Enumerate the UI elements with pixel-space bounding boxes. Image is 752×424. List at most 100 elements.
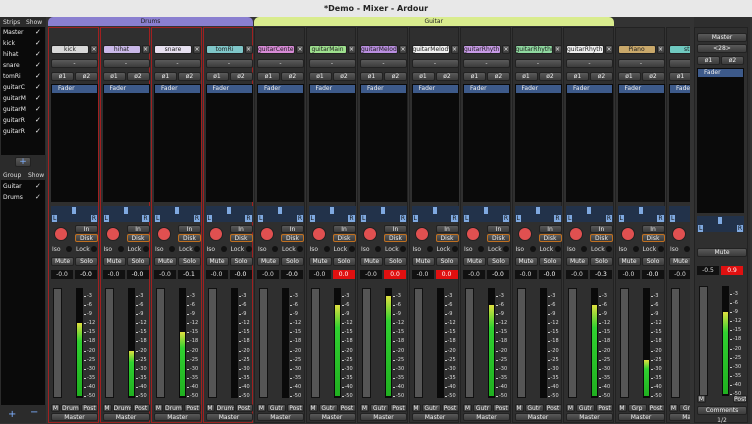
- input-button[interactable]: -: [514, 59, 562, 68]
- phase-button[interactable]: ø1: [566, 72, 589, 81]
- output-button[interactable]: Master: [360, 413, 407, 421]
- close-button[interactable]: ×: [141, 45, 150, 54]
- lock-led[interactable]: [554, 246, 561, 252]
- strip-name[interactable]: kick: [51, 45, 89, 54]
- meter-point-button[interactable]: Post: [132, 404, 150, 412]
- iso-led[interactable]: [117, 246, 124, 252]
- strip-list-item[interactable]: guitarC: [3, 84, 25, 91]
- meter-point-button[interactable]: Post: [184, 404, 201, 412]
- gain-entry[interactable]: -0.0: [669, 270, 690, 279]
- strip-name[interactable]: guitarRhythmRight: [566, 45, 604, 54]
- phase-button[interactable]: ø2: [721, 56, 744, 65]
- group-list-item[interactable]: Drums: [3, 194, 23, 201]
- strip-list-item[interactable]: hihat: [3, 51, 19, 58]
- input-button[interactable]: -: [154, 59, 201, 68]
- show-checkbox[interactable]: ✓: [35, 193, 41, 201]
- peak-display[interactable]: 0.0: [435, 270, 458, 279]
- monitor-in-button[interactable]: In: [435, 225, 459, 233]
- gain-entry[interactable]: -0.0: [514, 270, 537, 279]
- strip-list-item[interactable]: snare: [3, 62, 20, 69]
- meter-point-button[interactable]: Post: [441, 404, 459, 412]
- record-button[interactable]: [672, 227, 686, 241]
- monitor-in-button[interactable]: In: [487, 225, 510, 233]
- close-button[interactable]: ×: [347, 45, 356, 54]
- input-button[interactable]: -: [617, 59, 665, 68]
- lock-led[interactable]: [503, 246, 509, 252]
- group-button[interactable]: Gutr: [524, 404, 544, 412]
- monitor-in-button[interactable]: In: [75, 225, 98, 233]
- solo-button[interactable]: Solo: [590, 257, 613, 266]
- strip-list-item[interactable]: kick: [3, 40, 15, 47]
- meter-point-button[interactable]: Post: [733, 395, 747, 403]
- iso-led[interactable]: [478, 246, 484, 252]
- close-button[interactable]: ×: [244, 45, 253, 54]
- iso-led[interactable]: [169, 246, 175, 252]
- phase-button[interactable]: ø1: [463, 72, 486, 81]
- strip-name[interactable]: Master: [697, 33, 747, 42]
- monitor-disk-button[interactable]: Disk: [435, 234, 459, 242]
- phase-button[interactable]: ø1: [617, 72, 641, 81]
- group-button[interactable]: Gutr: [370, 404, 389, 412]
- monitor-in-button[interactable]: In: [384, 225, 407, 233]
- fader-trough[interactable]: [259, 288, 268, 398]
- gain-entry[interactable]: -0.0: [617, 270, 640, 279]
- group-button[interactable]: Gutr: [576, 404, 595, 412]
- input-button[interactable]: -: [360, 59, 407, 68]
- lock-led[interactable]: [245, 246, 252, 252]
- fader-processor[interactable]: Fader: [464, 85, 509, 93]
- gain-entry[interactable]: -0.0: [154, 270, 176, 279]
- monitor-in-button[interactable]: In: [538, 225, 562, 233]
- output-button[interactable]: Master: [617, 413, 665, 421]
- solo-button[interactable]: Solo: [538, 257, 562, 266]
- phase-button[interactable]: ø2: [126, 72, 150, 81]
- record-button[interactable]: [260, 227, 274, 241]
- peak-display[interactable]: -0.1: [178, 270, 200, 279]
- solo-button[interactable]: Solo: [332, 257, 356, 266]
- close-button[interactable]: ×: [90, 45, 98, 54]
- solo-button[interactable]: Solo: [126, 257, 150, 266]
- meter-point-m[interactable]: M: [257, 404, 266, 412]
- monitor-disk-button[interactable]: Disk: [126, 234, 150, 242]
- input-button[interactable]: -: [566, 59, 613, 68]
- meter-point-button[interactable]: Post: [287, 404, 304, 412]
- fader-trough[interactable]: [104, 288, 114, 398]
- show-checkbox[interactable]: ✓: [35, 105, 41, 113]
- solo-button[interactable]: Solo: [384, 257, 407, 266]
- output-button[interactable]: Master: [514, 413, 562, 421]
- solo-button[interactable]: Solo: [75, 257, 98, 266]
- input-button[interactable]: -: [411, 59, 459, 68]
- show-checkbox[interactable]: ✓: [35, 61, 41, 69]
- lock-led[interactable]: [657, 246, 664, 252]
- gain-entry[interactable]: -0.0: [360, 270, 382, 279]
- fader-trough[interactable]: [156, 288, 165, 398]
- lock-led[interactable]: [91, 246, 97, 252]
- fader-trough[interactable]: [568, 288, 577, 398]
- output-button[interactable]: Master: [154, 413, 201, 421]
- monitor-in-button[interactable]: In: [281, 225, 304, 233]
- strip-name[interactable]: Piano: [617, 45, 656, 54]
- monitor-in-button[interactable]: In: [641, 225, 665, 233]
- monitor-disk-button[interactable]: Disk: [332, 234, 356, 242]
- mute-button[interactable]: Mute: [566, 257, 589, 266]
- phase-button[interactable]: ø2: [75, 72, 98, 81]
- fader-trough[interactable]: [207, 288, 217, 398]
- meter-point-m[interactable]: M: [617, 404, 627, 412]
- output-button[interactable]: Master: [669, 413, 690, 421]
- input-button[interactable]: -: [257, 59, 304, 68]
- peak-display[interactable]: -0.0: [75, 270, 97, 279]
- peak-display[interactable]: -0.0: [126, 270, 149, 279]
- iso-led[interactable]: [66, 246, 72, 252]
- meter-point-button[interactable]: Post: [544, 404, 562, 412]
- close-button[interactable]: ×: [450, 45, 459, 54]
- record-button[interactable]: [208, 227, 223, 241]
- iso-led[interactable]: [272, 246, 278, 252]
- peak-display[interactable]: 0.0: [332, 270, 355, 279]
- fader-processor[interactable]: Fader: [103, 85, 149, 93]
- meter-point-button[interactable]: Post: [493, 404, 510, 412]
- group-button[interactable]: Drums: [61, 404, 80, 412]
